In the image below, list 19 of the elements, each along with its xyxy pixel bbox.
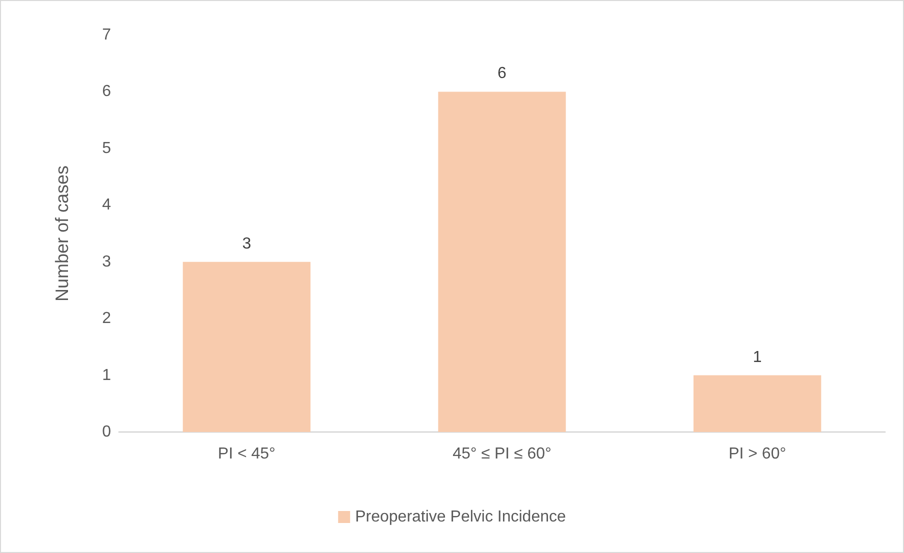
y-tick-label: 4 bbox=[102, 196, 112, 214]
y-tick-label: 1 bbox=[102, 366, 112, 384]
y-tick-label: 7 bbox=[102, 26, 112, 44]
x-tick-label: PI < 45° bbox=[218, 446, 276, 462]
bar bbox=[694, 375, 822, 432]
y-tick-label: 0 bbox=[102, 424, 112, 440]
bar bbox=[182, 262, 310, 432]
y-axis-title: Number of cases bbox=[52, 165, 72, 302]
data-label: 1 bbox=[752, 348, 762, 366]
y-tick-label: 2 bbox=[102, 310, 112, 328]
data-label: 6 bbox=[498, 65, 507, 82]
legend-label: Preoperative Pelvic Incidence bbox=[355, 508, 566, 526]
y-tick-label: 6 bbox=[102, 83, 112, 100]
y-tick-label: 5 bbox=[102, 140, 112, 157]
data-label: 3 bbox=[242, 235, 252, 252]
bar bbox=[438, 92, 566, 432]
x-tick-label: 45° ≤ PI ≤ 60° bbox=[452, 446, 552, 462]
x-tick-label: PI > 60° bbox=[728, 446, 786, 462]
y-tick-label: 3 bbox=[102, 253, 112, 270]
